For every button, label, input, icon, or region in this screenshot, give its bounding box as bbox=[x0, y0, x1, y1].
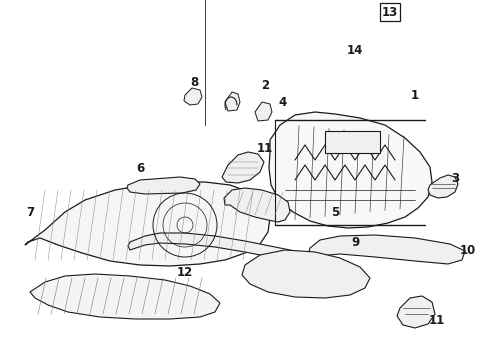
Text: 11: 11 bbox=[257, 141, 273, 154]
Polygon shape bbox=[127, 177, 200, 194]
Polygon shape bbox=[428, 175, 458, 198]
Text: 5: 5 bbox=[331, 206, 339, 219]
Polygon shape bbox=[255, 102, 272, 121]
Polygon shape bbox=[242, 250, 370, 298]
Polygon shape bbox=[308, 235, 465, 264]
Text: 4: 4 bbox=[279, 95, 287, 108]
Polygon shape bbox=[224, 188, 290, 222]
Polygon shape bbox=[30, 274, 220, 319]
Polygon shape bbox=[397, 296, 435, 328]
Text: 2: 2 bbox=[261, 78, 269, 91]
Text: 12: 12 bbox=[177, 266, 193, 279]
Polygon shape bbox=[128, 233, 310, 266]
Polygon shape bbox=[25, 182, 270, 266]
Text: 13: 13 bbox=[382, 5, 398, 18]
Polygon shape bbox=[225, 92, 240, 111]
Text: 6: 6 bbox=[136, 162, 144, 175]
Text: 11: 11 bbox=[429, 314, 445, 327]
Text: 7: 7 bbox=[26, 206, 34, 219]
Bar bbox=[325, 131, 380, 153]
Polygon shape bbox=[222, 152, 264, 183]
Polygon shape bbox=[184, 88, 202, 105]
Text: 1: 1 bbox=[411, 89, 419, 102]
Text: 10: 10 bbox=[460, 243, 476, 256]
Text: 9: 9 bbox=[351, 235, 359, 248]
Polygon shape bbox=[269, 112, 432, 228]
Text: 3: 3 bbox=[451, 171, 459, 185]
Text: 8: 8 bbox=[190, 76, 198, 89]
Text: 14: 14 bbox=[347, 44, 363, 57]
